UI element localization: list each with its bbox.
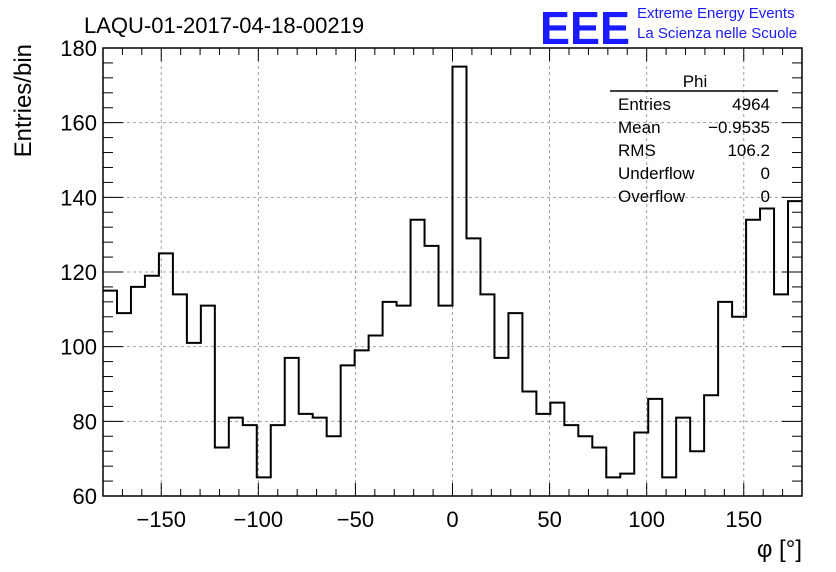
histogram-line: [103, 65, 802, 479]
y-tick-label: 100: [60, 335, 97, 360]
x-tick-label: 50: [537, 507, 561, 532]
logo-line-2: La Scienza nelle Scuole: [637, 25, 797, 42]
stats-row-value: 0: [761, 187, 770, 206]
y-tick-label: 140: [60, 185, 97, 210]
eee-logo: EEE Extreme Energy Events La Scienza nel…: [540, 2, 797, 54]
y-tick-label: 80: [73, 409, 97, 434]
chart-title: LAQU-01-2017-04-18-00219: [84, 13, 364, 38]
stats-row-value: 106.2: [727, 141, 770, 160]
stats-row-label: Mean: [618, 118, 661, 137]
x-tick-label: −150: [136, 507, 186, 532]
stats-row-value: −0.9535: [708, 118, 770, 137]
x-tick-label: 150: [725, 507, 762, 532]
y-tick-labels: 60 80 100 120 140 160 180: [60, 36, 97, 509]
x-tick-labels: −150 −100 −50 0 50 100 150: [136, 507, 762, 532]
y-tick-label: 120: [60, 260, 97, 285]
stats-row-label: RMS: [618, 141, 656, 160]
stats-title: Phi: [683, 72, 708, 91]
logo-mark: EEE: [540, 2, 630, 54]
y-tick-label: 160: [60, 111, 97, 136]
x-axis-label: φ [°]: [757, 536, 802, 563]
x-tick-label: 0: [446, 507, 458, 532]
stats-row-label: Entries: [618, 95, 671, 114]
stats-row-value: 0: [761, 164, 770, 183]
x-tick-label: −50: [337, 507, 374, 532]
x-tick-label: −100: [234, 507, 284, 532]
y-axis-label: Entries/bin: [10, 44, 37, 157]
axis-ticks: [102, 47, 803, 497]
grid-lines: [103, 48, 802, 496]
stats-row-label: Overflow: [618, 187, 686, 206]
stats-row-label: Underflow: [618, 164, 695, 183]
y-tick-label: 60: [73, 484, 97, 509]
stats-row-value: 4964: [732, 95, 770, 114]
y-tick-label: 180: [60, 36, 97, 61]
x-tick-label: 100: [628, 507, 665, 532]
stats-box: Phi Entries 4964 Mean −0.9535 RMS 106.2 Underf…: [610, 72, 778, 206]
logo-line-1: Extreme Energy Events: [637, 5, 795, 22]
stats-rows: Entries 4964 Mean −0.9535 RMS 106.2 Underflow 0…: [618, 95, 770, 206]
